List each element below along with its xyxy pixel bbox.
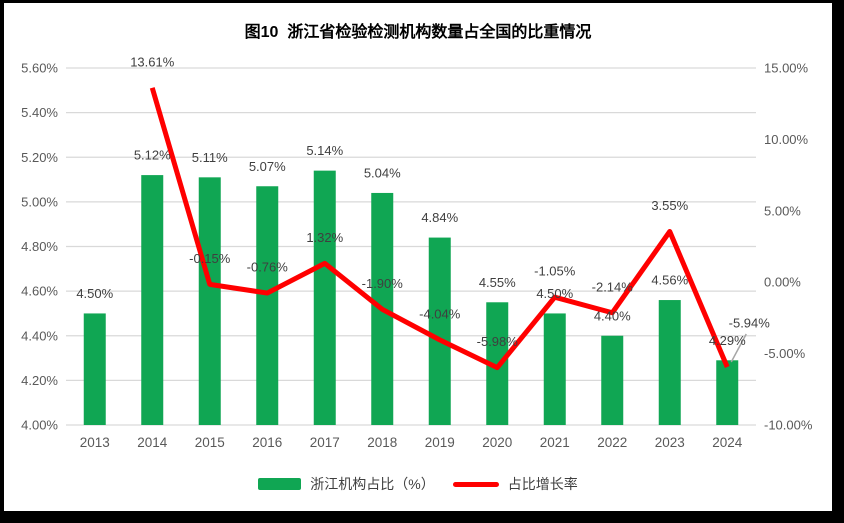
left-axis-tick: 4.80% — [21, 239, 58, 254]
left-axis-tick: 5.00% — [21, 194, 58, 209]
right-axis-tick: -5.00% — [764, 346, 806, 361]
left-axis-tick: 4.40% — [21, 328, 58, 343]
legend-line-series-label: 占比增长率 — [507, 476, 578, 492]
line-data-label: 3.55% — [651, 198, 688, 213]
bar-2022 — [601, 335, 624, 425]
bar-data-label: 5.12% — [134, 148, 171, 163]
x-axis-tick: 2015 — [195, 435, 225, 450]
x-axis-tick: 2020 — [482, 435, 512, 450]
right-axis-tick: 0.00% — [764, 275, 801, 290]
bar-2020 — [486, 302, 509, 425]
legend-bar-swatch — [258, 478, 302, 490]
label-leader-line — [730, 333, 747, 363]
left-axis-tick: 4.00% — [21, 418, 58, 433]
combo-chart: 4.00% 4.20% 4.40% 4.60% 4.80% 5.00% 5.20% 5.40%… — [21, 54, 813, 450]
legend-line-swatch — [452, 481, 499, 487]
x-axis-tick: 2019 — [425, 435, 455, 450]
x-axis-tick: 2018 — [367, 435, 397, 450]
bar-2021 — [543, 313, 566, 425]
right-axis-tick: 10.00% — [764, 132, 809, 147]
bar-2017 — [313, 170, 336, 425]
bar-2023 — [658, 300, 681, 425]
bar-2013 — [83, 313, 106, 425]
x-axis-tick: 2024 — [712, 435, 743, 450]
line-data-label: -5.98% — [477, 334, 519, 349]
left-axis-tick: 4.20% — [21, 373, 58, 388]
bar-2024 — [716, 360, 739, 425]
right-axis-tick: 5.00% — [764, 203, 801, 218]
line-data-label: -0.15% — [189, 251, 231, 266]
x-axis-tick: 2013 — [80, 435, 110, 450]
bar-data-label: 4.50% — [76, 286, 113, 301]
bar-2016 — [256, 186, 279, 425]
right-axis-tick: -10.00% — [764, 418, 813, 433]
bar-data-label: 4.40% — [594, 308, 631, 323]
x-axis-tick: 2017 — [310, 435, 340, 450]
line-data-label: -5.94% — [729, 316, 771, 331]
x-axis-tick: 2016 — [252, 435, 282, 450]
bar-data-label: 5.04% — [364, 165, 401, 180]
x-axis-tick: 2021 — [540, 435, 570, 450]
line-data-label: 13.61% — [130, 54, 175, 69]
left-axis-tick: 4.60% — [21, 284, 58, 299]
growth-rate-line — [149, 87, 730, 371]
chart-title: 图10 浙江省检验检测机构数量占全国的比重情况 — [244, 24, 592, 41]
bar-data-label: 5.11% — [192, 150, 228, 165]
bar-data-label: 5.07% — [249, 159, 286, 174]
x-axis-tick: 2014 — [137, 435, 168, 450]
line-data-label: -0.76% — [247, 260, 289, 275]
x-axis-tick: 2023 — [655, 435, 685, 450]
bar-data-label: 4.55% — [479, 275, 516, 290]
bar-data-label: 4.50% — [536, 286, 573, 301]
bar-2014 — [141, 175, 164, 425]
line-data-label: -2.14% — [592, 279, 634, 294]
left-axis-tick: 5.40% — [21, 105, 58, 120]
legend-bar-series-label: 浙江机构占比（%） — [310, 476, 435, 492]
left-axis-tick: 5.60% — [21, 61, 58, 76]
line-data-label: 1.32% — [306, 230, 343, 245]
line-data-label: -4.04% — [419, 306, 461, 321]
line-data-label: -1.05% — [534, 264, 576, 279]
right-axis-tick: 15.00% — [764, 61, 809, 76]
bar-data-label: 4.29% — [709, 333, 746, 348]
legend: 浙江机构占比（%） 占比增长率 — [4, 473, 832, 495]
x-axis-tick: 2022 — [597, 435, 627, 450]
bar-2019 — [428, 237, 451, 425]
left-axis-tick: 5.20% — [21, 150, 58, 165]
line-data-label: -1.90% — [362, 276, 404, 291]
bar-data-label: 4.56% — [651, 273, 688, 288]
bar-data-label: 5.14% — [306, 143, 343, 158]
bar-2015 — [198, 177, 221, 425]
bar-data-label: 4.84% — [421, 210, 458, 225]
